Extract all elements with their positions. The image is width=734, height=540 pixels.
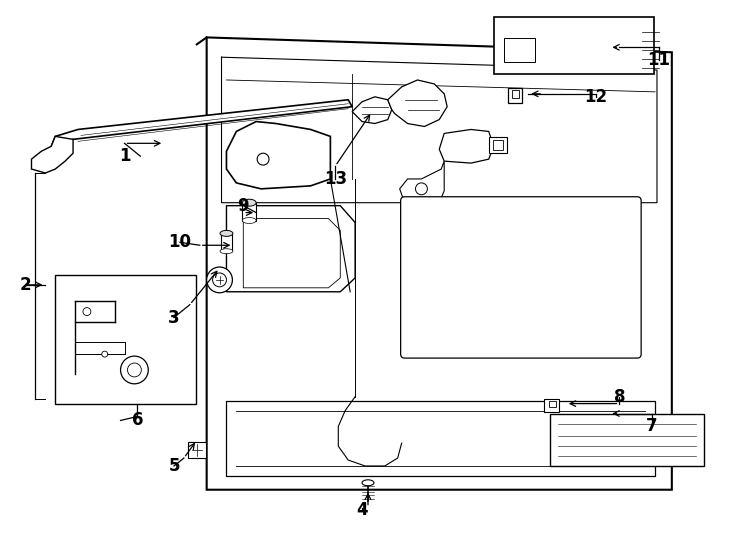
Text: 6: 6 (131, 411, 143, 429)
Bar (512, 90, 520, 98)
Circle shape (415, 183, 427, 195)
Bar (504, 38, 535, 62)
Text: 9: 9 (238, 197, 249, 215)
Bar (507, 88, 523, 103)
Ellipse shape (220, 231, 233, 237)
Bar (242, 202, 256, 220)
Circle shape (128, 363, 142, 377)
Circle shape (120, 356, 148, 384)
Text: 1: 1 (119, 147, 130, 165)
Bar (494, 17, 654, 74)
Circle shape (207, 267, 233, 293)
Polygon shape (439, 130, 494, 163)
Polygon shape (388, 80, 447, 126)
Bar (550, 415, 703, 466)
Ellipse shape (242, 199, 256, 206)
Polygon shape (227, 122, 330, 189)
Ellipse shape (220, 249, 233, 254)
Text: 3: 3 (168, 308, 180, 327)
Ellipse shape (242, 218, 256, 224)
Polygon shape (207, 37, 672, 490)
Text: 5: 5 (168, 457, 180, 475)
Ellipse shape (362, 480, 374, 486)
Polygon shape (399, 161, 444, 208)
Polygon shape (227, 401, 655, 476)
Text: 4: 4 (356, 501, 368, 518)
Bar (220, 233, 233, 251)
Text: 11: 11 (647, 51, 670, 69)
Text: 13: 13 (324, 170, 347, 188)
Bar (549, 401, 556, 407)
Polygon shape (352, 97, 392, 124)
Polygon shape (32, 137, 73, 173)
Circle shape (213, 273, 227, 287)
Polygon shape (227, 206, 355, 292)
Circle shape (257, 153, 269, 165)
FancyBboxPatch shape (401, 197, 642, 358)
Text: 2: 2 (20, 276, 32, 294)
Circle shape (102, 351, 108, 357)
Text: 10: 10 (168, 233, 192, 251)
Bar (188, 442, 206, 458)
Bar (55, 275, 196, 403)
Text: 8: 8 (614, 388, 625, 406)
Bar (544, 399, 559, 411)
Bar (489, 137, 506, 153)
Polygon shape (51, 100, 352, 146)
Circle shape (83, 308, 91, 315)
Text: 12: 12 (584, 88, 607, 106)
Bar (493, 140, 503, 150)
Text: 7: 7 (646, 417, 658, 435)
